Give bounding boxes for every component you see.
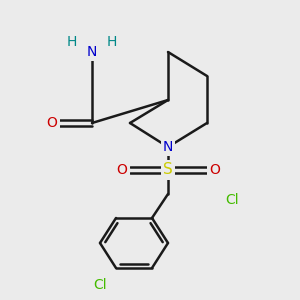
Text: O: O bbox=[210, 163, 220, 177]
Text: Cl: Cl bbox=[93, 278, 107, 292]
Text: O: O bbox=[46, 116, 57, 130]
Text: H: H bbox=[107, 35, 117, 49]
Text: S: S bbox=[163, 163, 173, 178]
Text: N: N bbox=[87, 45, 97, 59]
Text: N: N bbox=[163, 140, 173, 154]
Text: O: O bbox=[117, 163, 128, 177]
Text: Cl: Cl bbox=[225, 193, 239, 207]
Text: H: H bbox=[67, 35, 77, 49]
